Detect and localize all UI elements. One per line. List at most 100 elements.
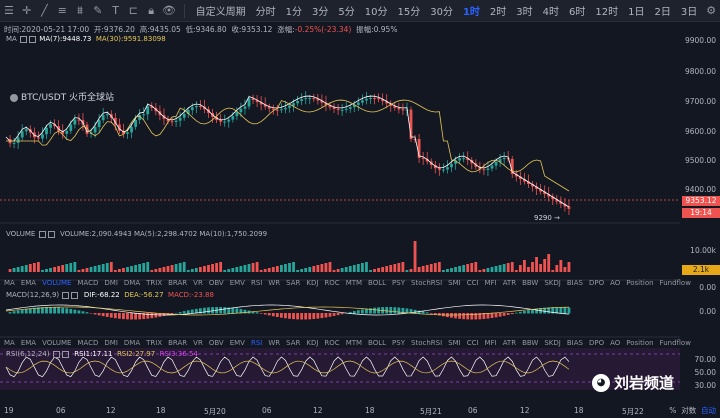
indicator-tab-ao[interactable]: AO [610,279,621,287]
indicator-tab-dpo[interactable]: DPO [588,339,605,347]
indicator-tab-skdj[interactable]: SKDJ [544,339,561,347]
indicator-tab-stochrsi[interactable]: StochRSI [411,339,443,347]
indicator-tab-ema[interactable]: EMA [20,279,37,287]
indicator-tab-trix[interactable]: TRIX [146,279,163,287]
line-tool-icon[interactable]: ╱ [41,4,48,17]
auto-toggle[interactable]: 自动 [701,406,716,415]
indicator-tab-macd[interactable]: MACD [77,339,99,347]
indicator-tab-vr[interactable]: VR [193,339,203,347]
indicator-tab-kdj[interactable]: KDJ [306,339,319,347]
indicator-tab-obv[interactable]: OBV [208,279,224,287]
indicator-tab-skdj[interactable]: SKDJ [544,279,561,287]
indicator-tab-ao[interactable]: AO [610,339,621,347]
interval-9[interactable]: 3时 [516,7,533,18]
eye-icon[interactable]: 👁︎ [161,4,176,17]
indicator-tab-fundflow[interactable]: Fundflow [659,279,691,287]
interval-3[interactable]: 5分 [338,7,355,18]
interval-10[interactable]: 4时 [542,7,560,18]
interval-1[interactable]: 1分 [285,7,302,18]
indicator-tab-boll[interactable]: BOLL [368,279,387,287]
volume-settings-icon[interactable] [38,230,46,238]
indicator-tab-dma[interactable]: DMA [123,279,141,287]
indicator-tab-boll[interactable]: BOLL [368,339,387,347]
macd-close-icon[interactable] [71,291,79,299]
indicator-tab-stochrsi[interactable]: StochRSI [411,279,443,287]
indicator-tab-atr[interactable]: ATR [502,279,517,287]
interval-11[interactable]: 6时 [569,7,586,18]
indicator-tab-volume[interactable]: VOLUME [42,279,72,287]
rsi-settings-icon[interactable] [52,350,60,358]
lock-icon[interactable]: 🔒︎ [148,3,155,17]
indicator-tab-roc[interactable]: ROC [324,279,340,287]
interval-5[interactable]: 15分 [397,7,421,18]
interval-2[interactable]: 3分 [312,7,329,18]
indicator-tab-dpo[interactable]: DPO [588,279,605,287]
indicator-tab-trix[interactable]: TRIX [146,339,163,347]
indicator-tab-smi[interactable]: SMI [448,279,461,287]
indicator-tab-mtm[interactable]: MTM [345,279,363,287]
indicator-tab-sar[interactable]: SAR [286,339,301,347]
interval-13[interactable]: 1日 [628,7,645,18]
indicator-tab-cci[interactable]: CCI [466,279,479,287]
ma-settings-icon[interactable] [20,35,28,43]
custom-period-button[interactable]: 自定义周期 [195,7,246,18]
indicator-tab-ma[interactable]: MA [4,339,15,347]
indicator-tab-emv[interactable]: EMV [229,279,245,287]
indicator-tab-brar[interactable]: BRAR [168,279,188,287]
indicator-tab-smi[interactable]: SMI [448,339,461,347]
indicator-tab-ema[interactable]: EMA [20,339,37,347]
indicator-tab-ma[interactable]: MA [4,279,15,287]
log-toggle[interactable]: 对数 [681,406,697,415]
magnet-icon[interactable]: ⊏ [128,4,138,17]
rsi-close-icon[interactable] [61,350,69,358]
interval-14[interactable]: 2日 [654,7,671,18]
interval-6[interactable]: 30分 [430,7,453,18]
interval-8[interactable]: 2时 [489,7,507,18]
interval-12[interactable]: 12时 [595,7,619,18]
settings-icon[interactable]: ⚙ [706,4,717,17]
indicator-tab-wr[interactable]: WR [268,279,281,287]
interval-7[interactable]: 1时 [462,7,480,18]
indicator-tab-wr[interactable]: WR [268,339,281,347]
hline-tool-icon[interactable]: ≡ [57,4,67,17]
volume-close-icon[interactable] [47,230,55,238]
ma-close-icon[interactable] [29,35,37,43]
menu-icon[interactable]: ☰ [3,4,14,17]
fib-tool-icon[interactable]: ⩩ [77,3,83,17]
interval-4[interactable]: 10分 [364,7,388,18]
interval-0[interactable]: 分时 [255,7,276,18]
indicator-tab-dma[interactable]: DMA [123,339,141,347]
interval-15[interactable]: 3日 [680,7,698,18]
indicator-tab-mfi[interactable]: MFI [484,279,497,287]
indicator-tab-emv[interactable]: EMV [229,339,245,347]
indicator-tab-psy[interactable]: PSY [392,279,405,287]
indicator-tab-atr[interactable]: ATR [502,339,517,347]
time-axis[interactable]: 19 06 12 18 5月20 06 12 18 5月21 06 12 18 5月22 [0,404,720,418]
indicator-tab-volume[interactable]: VOLUME [42,339,72,347]
indicator-tab-dmi[interactable]: DMI [104,279,118,287]
indicator-tab-bbw[interactable]: BBW [522,339,539,347]
indicator-tab-sar[interactable]: SAR [286,279,301,287]
indicator-tab-brar[interactable]: BRAR [168,339,188,347]
indicator-tab-fundflow[interactable]: Fundflow [659,339,691,347]
indicator-tab-rsi[interactable]: RSI [250,339,263,347]
indicator-tab-mfi[interactable]: MFI [484,339,497,347]
indicator-tab-kdj[interactable]: KDJ [306,279,319,287]
indicator-tab-cci[interactable]: CCI [466,339,479,347]
indicator-tab-mtm[interactable]: MTM [345,339,363,347]
indicator-tab-vr[interactable]: VR [193,279,203,287]
indicator-tab-position[interactable]: Position [626,339,654,347]
percent-toggle[interactable]: % [669,406,677,415]
indicator-tab-position[interactable]: Position [626,279,654,287]
indicator-tab-psy[interactable]: PSY [392,339,405,347]
price-axis[interactable]: 9353.12 19:14 2.1k 9900.00 9800.00 9700.00… [680,22,720,418]
indicator-tab-rsi[interactable]: RSI [250,279,263,287]
indicator-tab-dmi[interactable]: DMI [104,339,118,347]
brush-icon[interactable]: ✎ [93,4,103,17]
indicator-tab-bias[interactable]: BIAS [566,279,583,287]
indicator-tab-obv[interactable]: OBV [208,339,224,347]
text-tool-icon[interactable]: T [112,4,119,17]
indicator-tab-roc[interactable]: ROC [324,339,340,347]
indicator-tab-macd[interactable]: MACD [77,279,99,287]
chart-canvas[interactable] [0,22,680,404]
